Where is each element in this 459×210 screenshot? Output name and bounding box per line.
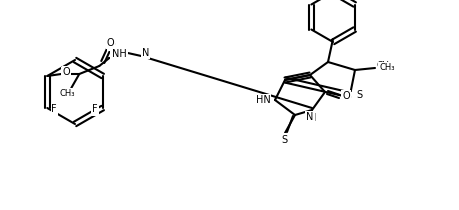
Text: CH₃: CH₃ (376, 62, 392, 71)
Text: N: N (306, 112, 313, 122)
Text: S: S (280, 135, 286, 145)
Text: S: S (355, 90, 361, 100)
Text: F: F (51, 104, 57, 114)
Text: N: N (141, 48, 149, 58)
Text: N: N (308, 113, 316, 123)
Text: O: O (342, 93, 350, 103)
Text: O: O (62, 68, 69, 78)
Text: CH₃: CH₃ (378, 63, 394, 71)
Text: S: S (354, 92, 360, 102)
Text: CH₃: CH₃ (59, 88, 75, 97)
Text: O: O (341, 91, 349, 101)
Text: NH: NH (112, 49, 126, 59)
Text: HN: HN (253, 97, 268, 107)
Text: F: F (92, 104, 97, 114)
Text: CH₃: CH₃ (60, 88, 77, 97)
Text: O: O (106, 38, 114, 48)
Text: O: O (107, 40, 115, 50)
Text: NH: NH (111, 49, 125, 59)
Text: HN: HN (255, 95, 270, 105)
Text: S: S (278, 134, 285, 144)
Text: O: O (62, 67, 70, 77)
Text: F: F (93, 105, 98, 115)
Text: F: F (51, 105, 57, 115)
